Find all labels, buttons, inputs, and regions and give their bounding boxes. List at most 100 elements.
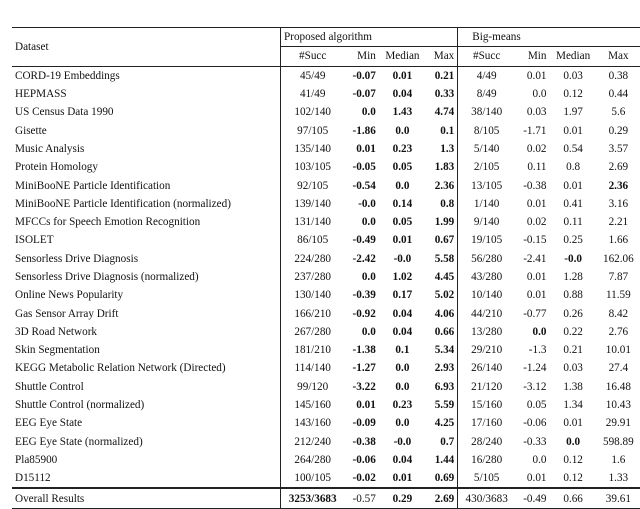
cell-bigmeans-max: 2.69 (597, 158, 640, 176)
cell-proposed-median: 0.0 (379, 414, 426, 432)
cell-bigmeans-min: -0.33 (515, 433, 549, 451)
cell-proposed-succ: 143/160 (280, 414, 345, 433)
header-col: #Succ (457, 46, 516, 67)
cell-proposed-succ: 3253/3683 (280, 487, 345, 509)
cell-proposed-succ: 45/49 (280, 66, 345, 85)
cell-proposed-min: -0.02 (344, 469, 378, 488)
cell-value: 5/140 (473, 142, 500, 155)
cell-value: 9/140 (473, 216, 500, 229)
cell-bigmeans-median: 0.12 (550, 469, 597, 488)
cell-value: 4.74 (434, 106, 455, 119)
cell-value: 1.66 (608, 234, 629, 247)
cell-proposed-max: 5.02 (426, 286, 458, 304)
cell-bigmeans-median: 0.54 (550, 140, 597, 158)
dataset-name: D15112 (15, 472, 51, 485)
cell-bigmeans-median: 0.12 (550, 85, 597, 103)
cell-bigmeans-min: 0.01 (515, 286, 549, 304)
cell-value: -0.0 (564, 252, 582, 265)
cell-bigmeans-min: 0.0 (515, 323, 549, 341)
cell-bigmeans-min: -1.71 (515, 121, 549, 139)
dataset-name: Sensorless Drive Diagnosis (normalized) (15, 271, 199, 283)
cell-bigmeans-min: 0.11 (515, 158, 549, 176)
cell-proposed-median: 0.17 (379, 286, 426, 304)
cell-proposed-succ: 145/160 (280, 395, 345, 415)
cell-value: 2.36 (608, 179, 629, 192)
cell-bigmeans-min: 0.02 (515, 140, 549, 158)
cell-proposed-min: 0.01 (344, 140, 378, 158)
cell-value: 0.01 (392, 472, 413, 485)
cell-value: 1.34 (563, 399, 583, 412)
cell-value: 0.12 (563, 88, 583, 101)
cell-bigmeans-median: 0.41 (550, 195, 597, 213)
cell-proposed-max: 0.7 (426, 433, 458, 451)
cell-value: 0.01 (563, 124, 583, 137)
cell-value: 11.59 (605, 289, 631, 302)
cell-proposed-succ: 86/105 (280, 231, 345, 250)
header-col: Median (549, 46, 597, 67)
cell-value: 267/280 (294, 325, 332, 338)
cell-value: 29/210 (471, 344, 503, 357)
header-big-means: Big-means (457, 27, 640, 48)
cell-value: 0.05 (392, 161, 413, 174)
cell-bigmeans-min: -3.12 (515, 378, 549, 396)
cell-proposed-min: 0.0 (344, 213, 378, 231)
header-row-1: Dataset Proposed algorithm Big-means (12, 27, 640, 67)
cell-bigmeans-succ: 43/280 (457, 267, 516, 287)
cell-proposed-succ: 139/140 (280, 194, 345, 213)
cell-bigmeans-succ: 38/140 (457, 103, 516, 122)
dataset-name: Sensorless Drive Diagnosis (15, 252, 139, 265)
cell-proposed-min: -3.22 (344, 378, 378, 396)
cell-value: 102/140 (294, 106, 332, 119)
cell-bigmeans-succ: 21/120 (457, 377, 516, 396)
cell-proposed-max: 2.93 (426, 359, 458, 377)
cell-value: 2.36 (434, 179, 455, 192)
cell-value: -0.38 (352, 435, 376, 448)
cell-value: -0.06 (352, 453, 376, 466)
cell-value: 1.6 (611, 453, 626, 466)
cell-proposed-min: 0.01 (344, 396, 378, 414)
cell-proposed-median: 1.02 (379, 268, 426, 286)
cell-value: 0.44 (608, 88, 629, 101)
table-row: Sensorless Drive Diagnosis (normalized) 2… (12, 267, 640, 287)
cell-value: -2.42 (352, 252, 376, 265)
cell-value: 1.3 (440, 142, 455, 155)
dataset-name: Skin Segmentation (15, 344, 100, 357)
cell-bigmeans-max: 27.4 (597, 359, 640, 377)
cell-proposed-succ: 135/140 (280, 139, 345, 159)
cell-value: 4/49 (476, 69, 497, 82)
cell-value: 0.41 (563, 197, 583, 210)
cell-proposed-succ: 100/105 (280, 469, 345, 489)
cell-value: 29.91 (605, 417, 631, 430)
cell-value: 0.33 (434, 88, 455, 101)
cell-bigmeans-min: -2.41 (515, 250, 549, 268)
cell-proposed-median: -0.0 (379, 250, 426, 268)
cell-bigmeans-min: -1.3 (515, 341, 549, 359)
cell-value: 430/3683 (465, 492, 508, 505)
cell-value: 0.01 (392, 234, 413, 247)
cell-proposed-max: 0.21 (426, 66, 458, 85)
results-table-container: Dataset Proposed algorithm Big-means #Su… (12, 27, 640, 509)
cell-value: 135/140 (294, 142, 332, 155)
cell-proposed-median: 0.23 (379, 140, 426, 158)
cell-value: 0.0 (395, 362, 410, 375)
cell-value: 0.23 (392, 399, 413, 412)
overall-results-row: Overall Results 3253/3683 -0.57 0.29 2.69 430… (12, 487, 640, 509)
cell-value: 0.01 (526, 472, 547, 485)
dataset-name: Overall Results (12, 487, 281, 509)
cell-value: 16.48 (605, 380, 631, 393)
cell-value: -0.54 (352, 179, 376, 192)
cell-proposed-succ: 103/105 (280, 158, 345, 177)
cell-value: 1.43 (392, 106, 413, 119)
cell-proposed-median: 0.05 (379, 213, 426, 231)
cell-value: 0.01 (526, 289, 547, 302)
cell-bigmeans-succ: 29/210 (457, 341, 516, 360)
cell-proposed-min: -1.27 (344, 359, 378, 377)
cell-value: 0.21 (434, 69, 455, 82)
cell-bigmeans-median: 0.03 (550, 66, 597, 85)
dataset-name: Shuttle Control (normalized) (15, 399, 145, 412)
cell-bigmeans-max: 3.57 (597, 140, 640, 158)
dataset-name: ISOLET (15, 234, 54, 247)
cell-value: 100/105 (294, 472, 332, 485)
cell-value: 0.12 (563, 472, 583, 485)
cell-proposed-min: -0.39 (344, 286, 378, 304)
